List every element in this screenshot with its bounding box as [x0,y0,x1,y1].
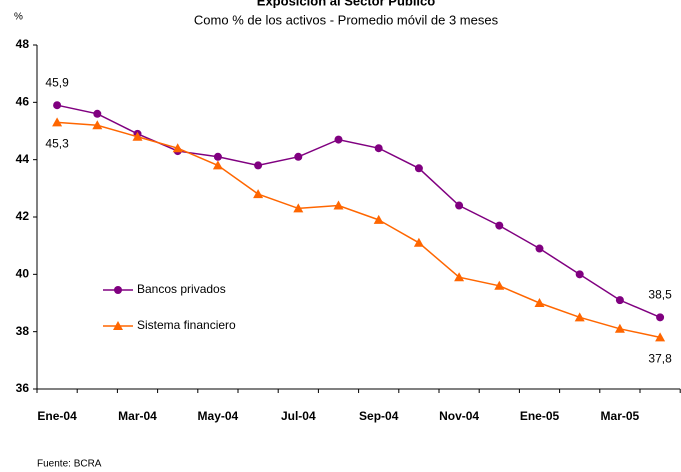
data-point [655,332,666,342]
source: Fuente: BCRA [37,459,102,470]
x-tick-label: May-04 [198,409,239,423]
data-point [92,120,103,130]
data-point [132,131,143,141]
legend-label: Bancos privados [137,282,226,296]
data-point [52,117,63,127]
data-point [494,280,505,290]
chart-title: Exposición al Sector Público [257,0,435,8]
data-point [333,200,344,210]
data-point [374,144,383,153]
y-tick-label: 48 [16,37,30,51]
data-point [574,312,585,322]
x-tick-label: Nov-04 [439,409,479,423]
x-tick-label: Jul-04 [281,409,316,423]
data-point [254,161,263,170]
y-tick-label: 38 [16,324,30,338]
x-tick-label: Mar-05 [601,409,640,423]
data-label: 37,8 [648,352,672,366]
data-point [495,221,504,230]
y-tick-label: 44 [16,152,30,166]
data-point [455,201,464,210]
data-point [293,203,304,213]
legend-marker [113,321,123,330]
y-tick-label: 36 [16,381,30,395]
legend-label: Sistema financiero [137,318,236,332]
data-point [454,272,465,282]
y-tick-label: 40 [16,267,30,281]
data-point [615,296,624,305]
chart-subtitle: Como % de los activos - Promedio móvil d… [194,12,499,27]
data-point [334,135,343,144]
x-tick-label: Mar-04 [118,409,157,423]
x-tick-label: Ene-04 [37,409,77,423]
data-point [253,189,264,199]
data-point [414,164,423,173]
y-axis-label: % [14,12,23,23]
data-point [534,298,545,307]
data-point [53,101,62,110]
x-tick-label: Sep-04 [359,409,399,423]
series-line [57,121,661,339]
data-point [172,143,183,153]
legend-marker [114,286,122,294]
data-point [212,160,223,170]
data-label: 45,9 [45,75,69,89]
data-point [93,109,102,118]
data-point [413,237,424,247]
data-point [535,244,544,253]
data-point [373,214,384,224]
data-point [213,152,222,161]
data-point [614,323,625,333]
data-point [294,152,303,161]
data-point [575,270,584,279]
data-label: 38,5 [648,288,672,302]
y-tick-label: 42 [16,209,30,223]
y-tick-label: 46 [16,95,30,109]
data-label: 45,3 [45,137,69,151]
data-point [656,313,665,322]
x-tick-label: Ene-05 [520,409,560,423]
